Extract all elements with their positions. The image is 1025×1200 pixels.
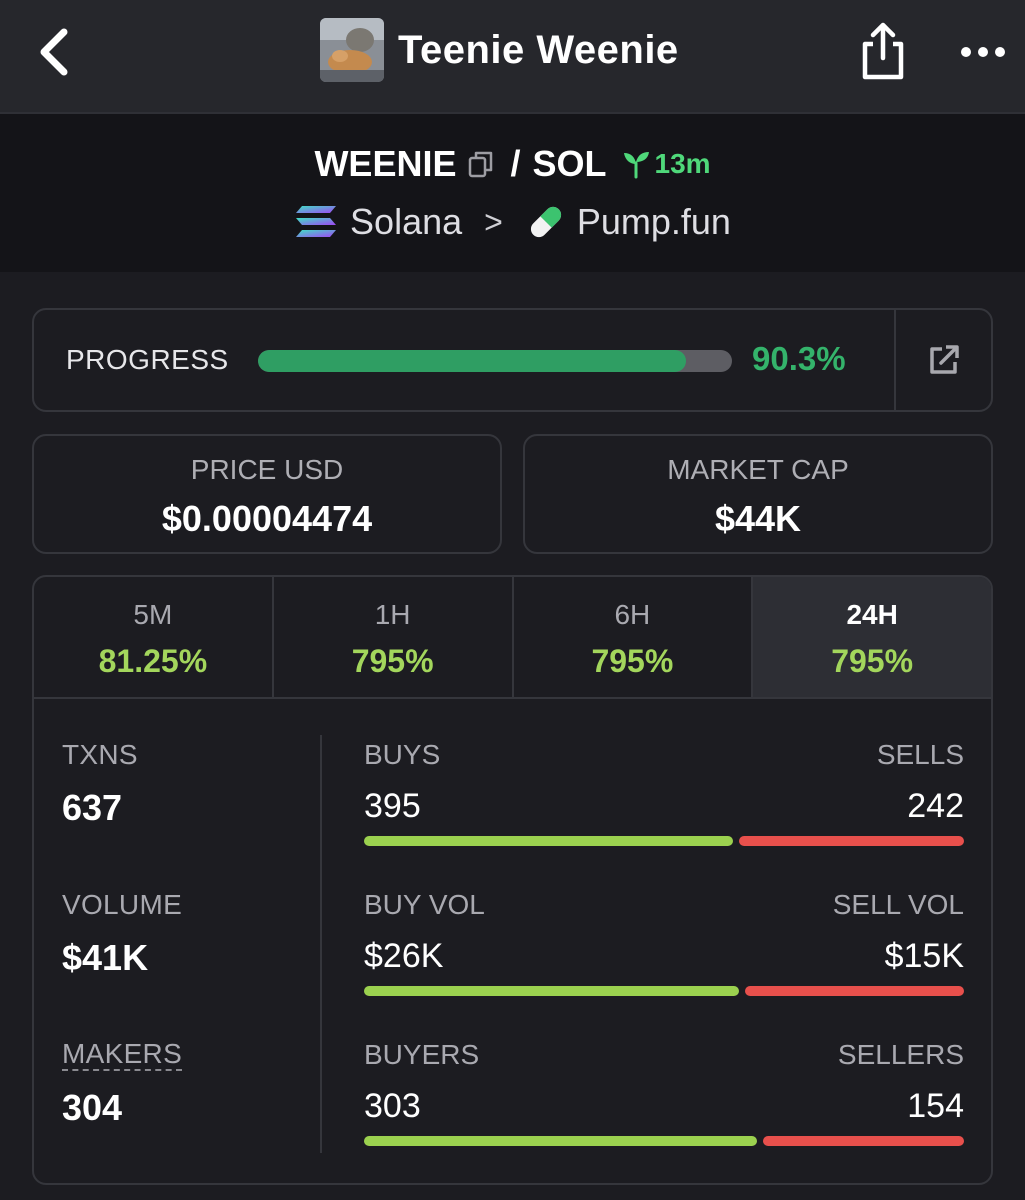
open-external-button[interactable] xyxy=(896,310,991,410)
buys-bar xyxy=(364,836,733,846)
more-button[interactable] xyxy=(958,42,1008,62)
progress-label: PROGRESS xyxy=(66,344,229,375)
sell-vol-label: SELL VOL xyxy=(832,889,964,920)
price-value: $0.00004474 xyxy=(161,498,373,539)
tab-label: 5M xyxy=(133,599,173,630)
sell-vol-bar xyxy=(745,986,964,996)
more-icon xyxy=(961,47,1005,57)
buy-vol-value: $26K xyxy=(364,937,444,975)
sell-vol-value: $15K xyxy=(884,937,964,975)
buyers-label: BUYERS xyxy=(364,1039,480,1070)
pair-separator: / xyxy=(510,143,521,184)
makers-value: 304 xyxy=(62,1087,123,1128)
txns-label: TXNS xyxy=(62,739,138,770)
txns-value: 637 xyxy=(62,787,123,828)
solana-icon xyxy=(296,206,337,237)
tab-change: 81.25% xyxy=(98,643,208,679)
buy-vol-label: BUY VOL xyxy=(364,889,485,920)
progress-card: PROGRESS 90.3% xyxy=(32,308,993,412)
timeframe-panel: 5M 81.25% 1H 795% 6H 795% 24H 795% TXNS … xyxy=(32,575,993,1185)
progress-divider xyxy=(894,310,896,410)
market-cap-card: MARKET CAP $44K xyxy=(523,434,993,554)
sells-label: SELLS xyxy=(876,739,964,770)
market-cap-label: MARKET CAP xyxy=(667,454,849,485)
timeframe-tabs: 5M 81.25% 1H 795% 6H 795% 24H 795% xyxy=(34,577,991,699)
copy-icon[interactable] xyxy=(466,149,496,179)
base-symbol: WEENIE xyxy=(314,143,457,184)
price-card: PRICE USD $0.00004474 xyxy=(32,434,502,554)
external-link-icon xyxy=(929,345,959,374)
buyers-bar xyxy=(364,1136,757,1146)
seedling-icon xyxy=(623,152,649,179)
token-title: Teenie Weenie xyxy=(398,27,679,72)
tab-1h[interactable]: 1H 795% xyxy=(274,577,514,697)
tab-change: 795% xyxy=(591,643,674,679)
sellers-value: 154 xyxy=(907,1087,964,1125)
volume-value: $41K xyxy=(62,937,149,978)
progress-bar xyxy=(258,350,732,372)
buys-value: 395 xyxy=(364,787,421,825)
sells-bar xyxy=(739,836,964,846)
token-avatar xyxy=(320,18,384,82)
market-cap-value: $44K xyxy=(714,498,802,539)
tab-label: 1H xyxy=(374,599,411,630)
pill-icon xyxy=(530,206,561,238)
progress-value: 90.3% xyxy=(752,340,846,377)
tab-change: 795% xyxy=(831,643,914,679)
quote-symbol: SOL xyxy=(532,143,607,184)
tab-24h[interactable]: 24H 795% xyxy=(753,577,991,697)
back-button[interactable] xyxy=(32,26,76,78)
tab-change: 795% xyxy=(351,643,434,679)
buyers-value: 303 xyxy=(364,1087,421,1125)
back-chevron-icon xyxy=(40,28,68,76)
makers-label[interactable]: MAKERS xyxy=(62,1038,183,1071)
tab-label: 24H xyxy=(846,599,898,630)
dex-link[interactable]: Pump.fun xyxy=(576,201,731,242)
pair-header: WEENIE / SOL 13m Solana > xyxy=(0,114,1025,272)
volume-label: VOLUME xyxy=(62,889,183,920)
sells-value: 242 xyxy=(907,787,964,825)
chain-link[interactable]: Solana xyxy=(350,201,463,242)
sellers-label: SELLERS xyxy=(837,1039,964,1070)
share-button[interactable] xyxy=(858,20,908,82)
price-label: PRICE USD xyxy=(190,454,344,485)
top-bar: Teenie Weenie xyxy=(0,0,1025,114)
chevron-right-icon: > xyxy=(484,203,503,240)
buy-vol-bar xyxy=(364,986,739,996)
sellers-bar xyxy=(763,1136,964,1146)
metrics-divider xyxy=(320,735,322,1153)
tab-6h[interactable]: 6H 795% xyxy=(514,577,754,697)
buys-label: BUYS xyxy=(364,739,441,770)
progress-fill xyxy=(258,350,687,372)
share-icon xyxy=(862,22,904,80)
pair-age: 13m xyxy=(654,148,711,179)
tab-5m[interactable]: 5M 81.25% xyxy=(34,577,274,697)
tab-label: 6H xyxy=(614,599,651,630)
